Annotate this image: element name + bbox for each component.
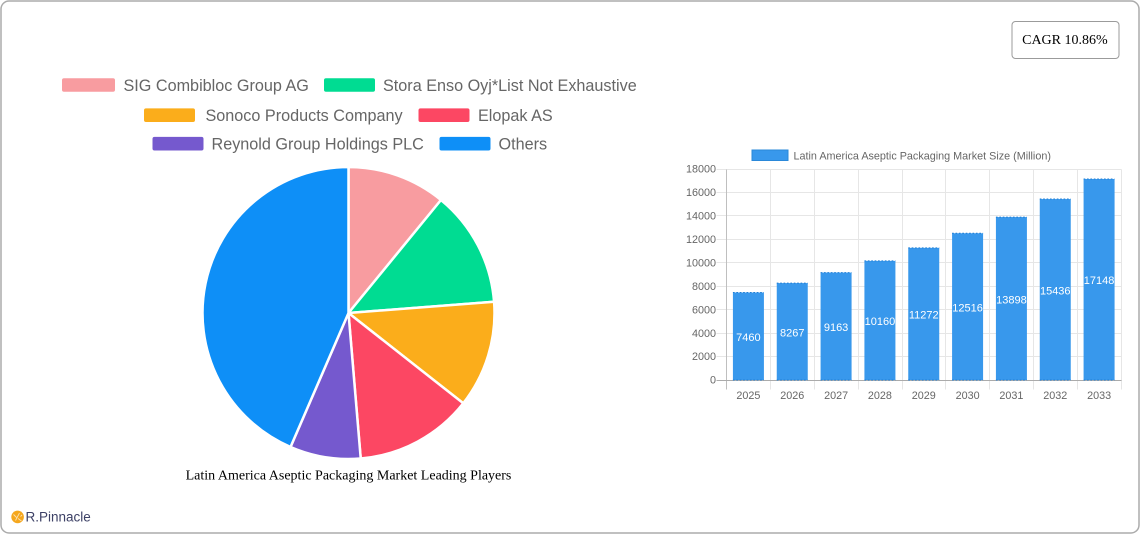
svg-text:12516: 12516 [952,302,983,314]
svg-text:SIG Combibloc Group AG: SIG Combibloc Group AG [124,77,309,95]
svg-text:6000: 6000 [692,304,716,316]
svg-text:Others: Others [499,136,548,154]
svg-text:Latin America Aseptic Packagin: Latin America Aseptic Packaging Market S… [794,151,1051,163]
svg-text:0: 0 [710,375,716,387]
svg-text:7460: 7460 [736,332,760,344]
svg-text:15436: 15436 [1040,285,1071,297]
svg-text:2000: 2000 [692,351,716,363]
svg-text:9163: 9163 [824,322,848,334]
svg-text:18000: 18000 [686,164,716,176]
svg-text:14000: 14000 [686,211,716,223]
svg-text:2030: 2030 [956,390,980,402]
svg-text:Latin America Aseptic Packagin: Latin America Aseptic Packaging Market L… [186,469,512,484]
svg-text:2028: 2028 [868,390,892,402]
svg-text:11272: 11272 [909,310,939,322]
svg-text:10160: 10160 [865,316,896,328]
svg-text:12000: 12000 [686,234,716,246]
svg-text:Sonoco Products Company: Sonoco Products Company [206,107,404,125]
svg-text:2031: 2031 [999,390,1023,402]
svg-text:16000: 16000 [686,187,716,199]
svg-text:8267: 8267 [780,327,804,339]
svg-text:CAGR 10.86%: CAGR 10.86% [1022,33,1108,48]
svg-text:10000: 10000 [686,257,716,269]
svg-text:2032: 2032 [1043,390,1067,402]
svg-text:4000: 4000 [692,328,716,340]
svg-text:8000: 8000 [692,281,716,293]
svg-text:13898: 13898 [996,294,1027,306]
svg-text:2025: 2025 [736,390,760,402]
svg-text:2027: 2027 [824,390,848,402]
svg-text:Stora Enso Oyj*List Not Exhaus: Stora Enso Oyj*List Not Exhaustive [383,77,637,95]
svg-text:R.Pinnacle: R.Pinnacle [26,510,91,525]
svg-text:2033: 2033 [1087,390,1111,402]
svg-text:Reynold Group Holdings PLC: Reynold Group Holdings PLC [212,136,425,154]
svg-text:2026: 2026 [780,390,804,402]
svg-text:17148: 17148 [1084,275,1115,287]
svg-text:2029: 2029 [912,390,936,402]
svg-text:Elopak AS: Elopak AS [478,107,553,125]
